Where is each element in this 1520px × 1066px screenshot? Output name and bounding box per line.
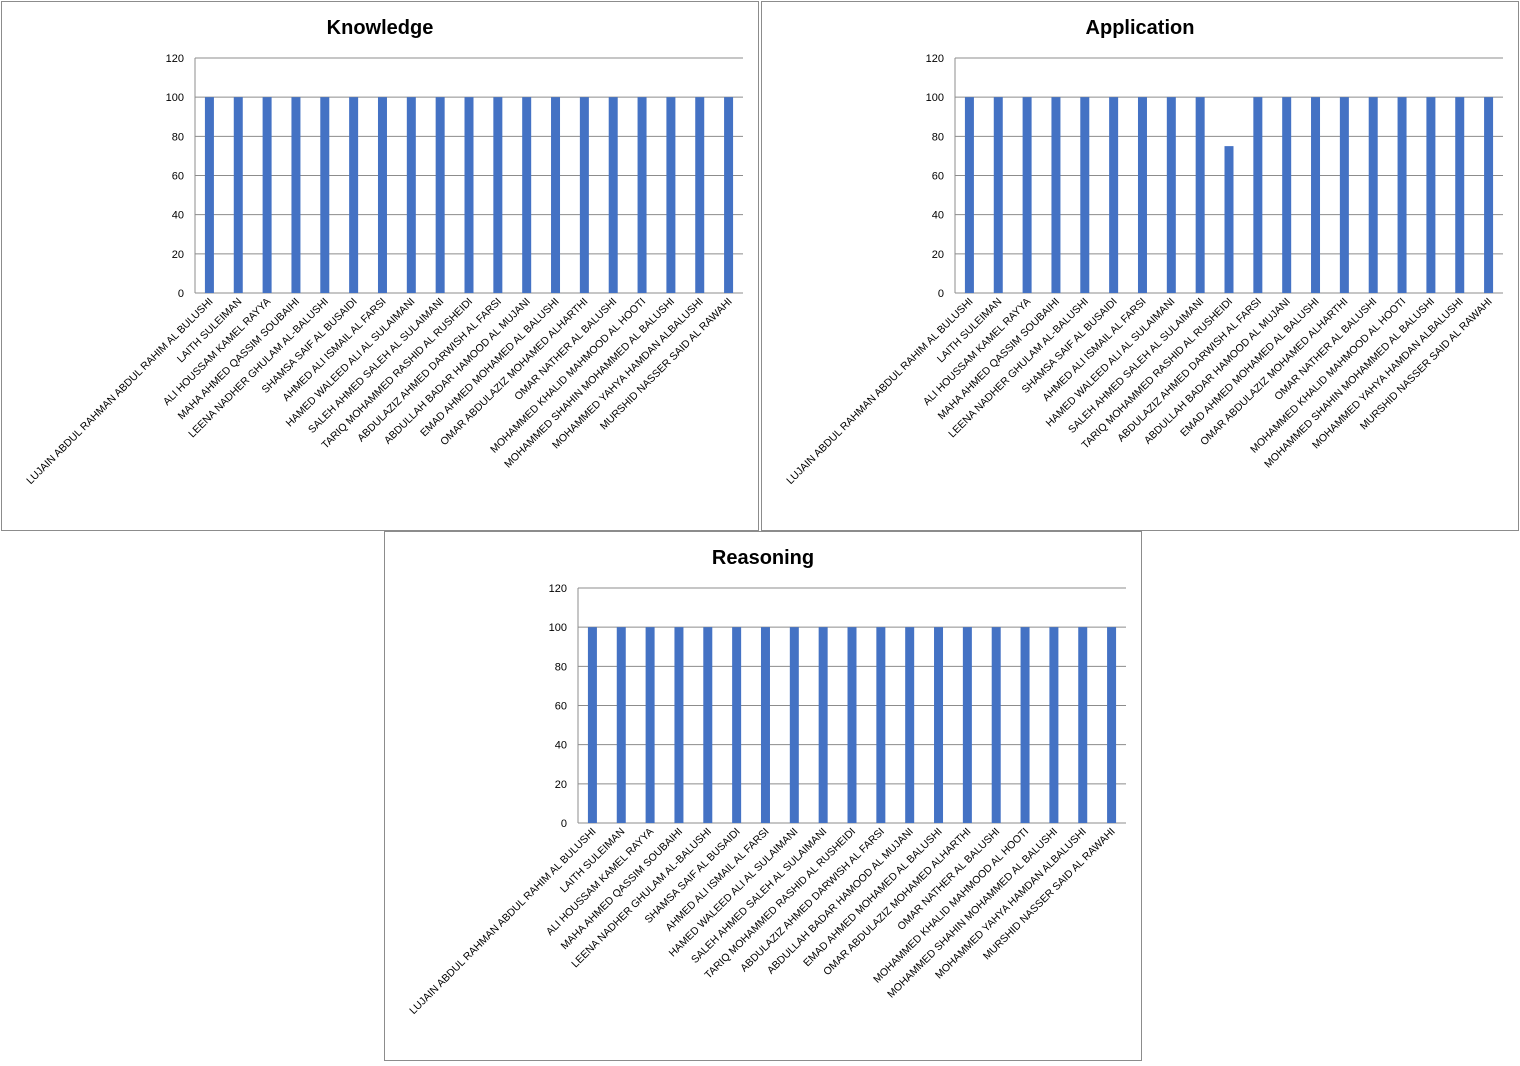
bar: [1195, 97, 1205, 294]
bar: [1078, 627, 1088, 823]
x-tick-label: ALI HOUSSAM KAMEL RAYYA: [161, 296, 273, 408]
y-tick-label: 80: [172, 131, 184, 143]
bar: [1484, 97, 1494, 294]
bar: [991, 627, 1001, 823]
bar: [1368, 97, 1378, 294]
bar: [1339, 97, 1349, 294]
y-tick-label: 0: [561, 818, 567, 830]
bar: [587, 627, 597, 823]
y-tick-label: 40: [555, 740, 567, 752]
bar: [579, 97, 589, 294]
y-tick-label: 60: [932, 171, 944, 183]
bar: [1080, 97, 1090, 294]
y-tick-label: 0: [938, 288, 944, 300]
x-tick-label: LUJAIN ABDUL RAHMAN ABDUL RAHIM AL BULUS…: [407, 826, 598, 1017]
bar: [1455, 97, 1465, 294]
y-tick-label: 80: [555, 661, 567, 673]
chart-panel-reasoning: Reasoning 0 20 40 60 80 100 120 LUJAIN ABDUL RAH…: [384, 531, 1142, 1061]
bar: [964, 97, 974, 294]
bar: [962, 627, 972, 823]
bar: [464, 97, 474, 294]
bar: [847, 627, 857, 823]
bar: [695, 97, 705, 294]
x-tick-label: LUJAIN ABDUL RAHMAN ABDUL RAHIM AL BULUS…: [784, 296, 975, 487]
bar: [320, 97, 330, 294]
bar: [1311, 97, 1321, 294]
y-tick-label: 100: [549, 622, 567, 634]
bar: [377, 97, 387, 294]
bar: [262, 97, 272, 294]
y-tick-label: 80: [932, 131, 944, 143]
bar: [1137, 97, 1147, 294]
bar: [522, 97, 532, 294]
chart-title: Knowledge: [327, 17, 434, 39]
knowledge-chart: Knowledge 0 20 40 60 80 100 120 LUJAIN ABDUL RAH…: [24, 17, 743, 487]
bar: [637, 97, 647, 294]
bar: [732, 627, 742, 823]
y-tick-label: 0: [178, 288, 184, 300]
bar: [1253, 97, 1263, 294]
bar: [789, 627, 799, 823]
y-tick-label: 60: [555, 701, 567, 713]
y-tick-label: 120: [166, 53, 184, 65]
y-tick-label: 40: [172, 210, 184, 222]
bar: [993, 97, 1003, 294]
bar: [608, 97, 618, 294]
bar: [724, 97, 734, 294]
reasoning-chart: Reasoning 0 20 40 60 80 100 120 LUJAIN ABDUL RAH…: [407, 547, 1126, 1017]
bar: [204, 97, 214, 294]
bar: [645, 627, 655, 823]
bar: [291, 97, 301, 294]
bar: [1397, 97, 1407, 294]
bar: [1022, 97, 1032, 294]
y-tick-label: 120: [926, 53, 944, 65]
chart-panel-knowledge: Knowledge 0 20 40 60 80 100 120 LUJAIN ABDUL RAH…: [1, 1, 759, 531]
application-chart: Application 0 20 40 60 80 100 120 LUJAIN ABDUL R…: [784, 17, 1503, 487]
bar: [616, 627, 626, 823]
bar: [674, 627, 684, 823]
chart-title: Reasoning: [712, 547, 814, 569]
y-tick-label: 60: [172, 171, 184, 183]
bar: [760, 627, 770, 823]
bar: [1020, 627, 1030, 823]
bar: [818, 627, 828, 823]
bar: [406, 97, 416, 294]
bar: [493, 97, 503, 294]
bar: [1282, 97, 1292, 294]
bar: [1224, 146, 1234, 293]
bar: [934, 627, 944, 823]
chart-panel-application: Application 0 20 40 60 80 100 120 LUJAIN ABDUL R…: [761, 1, 1519, 531]
bar: [876, 627, 886, 823]
x-tick-label: LUJAIN ABDUL RAHMAN ABDUL RAHIM AL BULUS…: [24, 296, 215, 487]
y-tick-label: 20: [555, 779, 567, 791]
bar: [703, 627, 713, 823]
y-tick-label: 100: [166, 92, 184, 104]
y-tick-label: 20: [932, 249, 944, 261]
y-tick-label: 120: [549, 583, 567, 595]
x-tick-label: ALI HOUSSAM KAMEL RAYYA: [544, 826, 656, 938]
bar: [435, 97, 445, 294]
bar: [233, 97, 243, 294]
bar: [905, 627, 915, 823]
bar: [1051, 97, 1061, 294]
bar: [1049, 627, 1059, 823]
bar: [666, 97, 676, 294]
y-tick-label: 40: [932, 210, 944, 222]
bar: [349, 97, 359, 294]
bar: [1166, 97, 1176, 294]
y-tick-label: 20: [172, 249, 184, 261]
y-tick-label: 100: [926, 92, 944, 104]
x-tick-label: ALI HOUSSAM KAMEL RAYYA: [921, 296, 1033, 408]
bar: [1109, 97, 1119, 294]
chart-title: Application: [1086, 17, 1195, 39]
bar: [1107, 627, 1117, 823]
bar: [551, 97, 561, 294]
bar: [1426, 97, 1436, 294]
